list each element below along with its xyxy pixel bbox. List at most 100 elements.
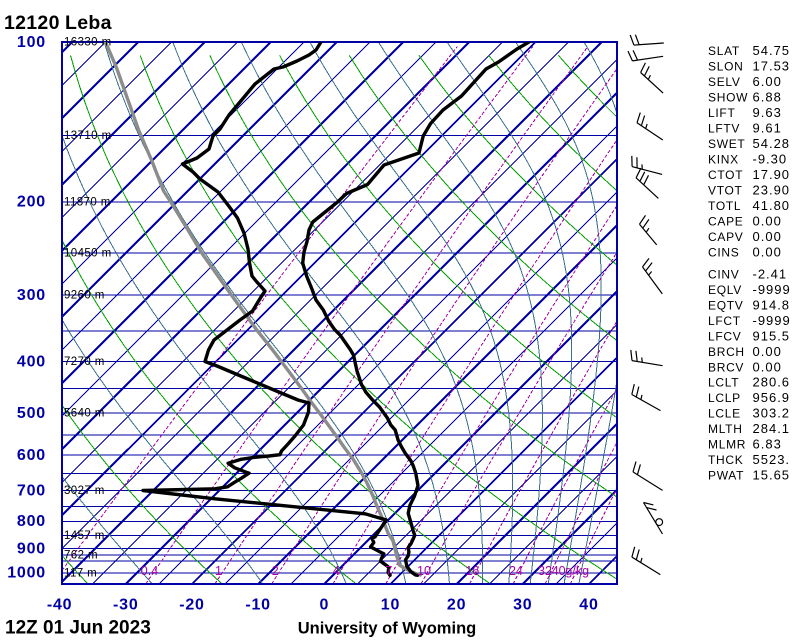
svg-text:-40: -40: [47, 597, 73, 614]
svg-text:EQLV: EQLV: [708, 283, 742, 297]
svg-text:1: 1: [215, 564, 222, 578]
svg-text:1457 m: 1457 m: [64, 530, 105, 542]
svg-text:40: 40: [552, 564, 566, 578]
svg-text:KINX: KINX: [708, 153, 739, 167]
svg-text:11870 m: 11870 m: [64, 196, 111, 208]
svg-text:MLMR: MLMR: [708, 438, 746, 452]
svg-text:0.00: 0.00: [753, 244, 782, 259]
svg-text:13710 m: 13710 m: [64, 130, 112, 142]
svg-text:15.65: 15.65: [753, 467, 791, 482]
svg-text:400: 400: [17, 353, 46, 370]
svg-text:-9999: -9999: [753, 313, 791, 328]
svg-text:12Z 01 Jun 2023: 12Z 01 Jun 2023: [5, 618, 151, 639]
svg-text:284.1: 284.1: [753, 421, 791, 436]
svg-text:0.00: 0.00: [753, 344, 782, 359]
svg-text:32: 32: [538, 564, 552, 578]
svg-text:EQTV: EQTV: [708, 299, 743, 313]
svg-text:-9999: -9999: [753, 282, 791, 297]
svg-text:-2.41: -2.41: [753, 267, 788, 282]
svg-text:280.6: 280.6: [753, 375, 791, 390]
svg-text:LCLP: LCLP: [708, 391, 741, 405]
svg-text:University of Wyoming: University of Wyoming: [298, 620, 476, 638]
svg-text:800: 800: [17, 513, 46, 530]
svg-text:0.00: 0.00: [753, 213, 782, 228]
svg-text:700: 700: [17, 482, 46, 499]
svg-text:1000: 1000: [7, 565, 46, 582]
svg-text:23.90: 23.90: [753, 182, 791, 197]
svg-text:54.75: 54.75: [753, 43, 791, 58]
svg-text:LFCV: LFCV: [708, 329, 741, 343]
svg-text:4: 4: [333, 564, 340, 578]
svg-text:12120: 12120: [4, 12, 60, 34]
svg-text:SHOW: SHOW: [708, 91, 748, 105]
svg-text:CAPV: CAPV: [708, 230, 743, 244]
svg-text:g/kg: g/kg: [565, 564, 589, 578]
svg-text:7: 7: [385, 564, 392, 578]
svg-text:Leba: Leba: [65, 12, 112, 34]
svg-text:10: 10: [381, 597, 400, 614]
svg-text:6.00: 6.00: [753, 74, 782, 89]
svg-text:TOTL: TOTL: [708, 199, 741, 213]
svg-text:LFCT: LFCT: [708, 314, 741, 328]
svg-text:CAPE: CAPE: [708, 214, 743, 228]
svg-text:CTOT: CTOT: [708, 168, 743, 182]
svg-text:500: 500: [17, 405, 46, 422]
svg-text:54.28: 54.28: [753, 136, 791, 151]
svg-text:CINS: CINS: [708, 245, 739, 259]
svg-text:762 m: 762 m: [64, 549, 98, 561]
svg-text:9.61: 9.61: [753, 121, 782, 136]
svg-text:7270 m: 7270 m: [64, 356, 105, 368]
svg-text:LFTV: LFTV: [708, 122, 740, 136]
svg-text:20: 20: [447, 597, 466, 614]
svg-text:9.63: 9.63: [753, 105, 782, 120]
svg-text:100: 100: [17, 34, 46, 51]
svg-text:CINV: CINV: [708, 268, 739, 282]
svg-text:40: 40: [579, 597, 598, 614]
svg-text:-10: -10: [245, 597, 271, 614]
svg-text:6.88: 6.88: [753, 90, 782, 105]
svg-text:-20: -20: [179, 597, 205, 614]
svg-text:LCLE: LCLE: [708, 407, 741, 421]
svg-text:6.83: 6.83: [753, 437, 782, 452]
svg-text:915.5: 915.5: [753, 328, 791, 343]
svg-text:0.4: 0.4: [141, 564, 158, 578]
svg-text:30: 30: [513, 597, 532, 614]
svg-text:SELV: SELV: [708, 75, 741, 89]
svg-text:VTOT: VTOT: [708, 183, 743, 197]
svg-text:PWAT: PWAT: [708, 468, 744, 482]
svg-text:200: 200: [17, 194, 46, 211]
svg-text:3027 m: 3027 m: [64, 485, 105, 497]
svg-text:BRCH: BRCH: [708, 345, 745, 359]
svg-text:-9.30: -9.30: [753, 152, 788, 167]
svg-text:914.8: 914.8: [753, 298, 791, 313]
svg-text:5640 m: 5640 m: [64, 408, 105, 420]
svg-text:2: 2: [272, 564, 279, 578]
svg-text:41.80: 41.80: [753, 198, 791, 213]
svg-text:0.00: 0.00: [753, 359, 782, 374]
svg-text:956.9: 956.9: [753, 390, 791, 405]
svg-text:5523.: 5523.: [753, 452, 791, 467]
svg-text:SLAT: SLAT: [708, 44, 740, 58]
svg-text:24: 24: [509, 564, 523, 578]
svg-text:17.90: 17.90: [753, 167, 791, 182]
svg-text:117 m: 117 m: [64, 567, 97, 579]
svg-text:0.00: 0.00: [753, 229, 782, 244]
svg-text:16: 16: [465, 564, 479, 578]
svg-text:BRCV: BRCV: [708, 360, 744, 374]
svg-text:300: 300: [17, 287, 46, 304]
svg-text:600: 600: [17, 447, 46, 464]
svg-text:THCK: THCK: [708, 453, 743, 467]
svg-text:900: 900: [17, 540, 46, 557]
svg-text:10: 10: [417, 564, 431, 578]
svg-text:LCLT: LCLT: [708, 376, 739, 390]
svg-text:0: 0: [319, 597, 329, 614]
svg-text:MLTH: MLTH: [708, 422, 743, 436]
svg-text:17.53: 17.53: [753, 59, 791, 74]
svg-text:10450 m: 10450 m: [64, 248, 112, 260]
svg-text:LIFT: LIFT: [708, 106, 735, 120]
svg-text:16330 m: 16330 m: [64, 37, 112, 49]
svg-text:SWET: SWET: [708, 137, 745, 151]
svg-text:303.2: 303.2: [753, 406, 791, 421]
svg-text:SLON: SLON: [708, 60, 743, 74]
svg-text:-30: -30: [113, 597, 139, 614]
